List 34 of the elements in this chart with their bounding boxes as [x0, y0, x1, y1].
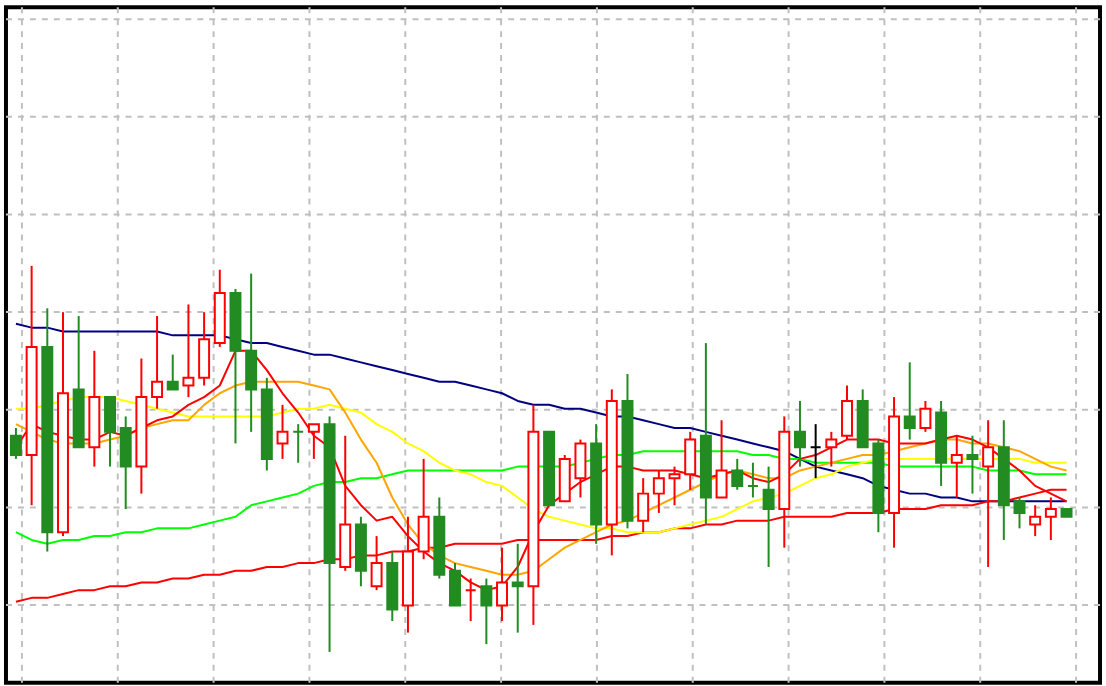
candlestick: [731, 457, 744, 491]
candlestick: [198, 311, 211, 387]
candlestick: [637, 477, 650, 534]
candlestick: [762, 465, 775, 568]
candlestick: [386, 550, 399, 623]
candlestick: [841, 384, 853, 441]
candlestick: [119, 415, 132, 511]
candlestick: [966, 434, 979, 495]
candlestick: [825, 430, 838, 468]
candlestick: [182, 303, 195, 399]
candlestick: [652, 469, 665, 514]
candlestick: [715, 419, 728, 499]
candlestick: [809, 423, 822, 480]
candlestick: [480, 577, 493, 646]
candlestick: [1013, 496, 1026, 530]
candlestick: [307, 423, 320, 460]
candlestick: [276, 403, 289, 460]
candlestick: [104, 396, 117, 468]
candlestick: [9, 427, 22, 460]
candlestick: [1029, 504, 1042, 538]
candlestick: [370, 535, 383, 592]
candlestick: [511, 542, 524, 634]
candlestick: [919, 399, 932, 433]
candlestick: [449, 562, 461, 607]
candlestick: [746, 461, 759, 499]
candlestick: [950, 434, 963, 499]
candlestick: [1044, 496, 1057, 541]
candlestick: [166, 353, 179, 391]
candlestick: [292, 423, 305, 464]
candlestick: [151, 315, 164, 410]
candlestick: [793, 399, 806, 468]
candlestick: [903, 361, 916, 441]
candlestick: [245, 272, 258, 433]
candlestick: [354, 515, 367, 588]
